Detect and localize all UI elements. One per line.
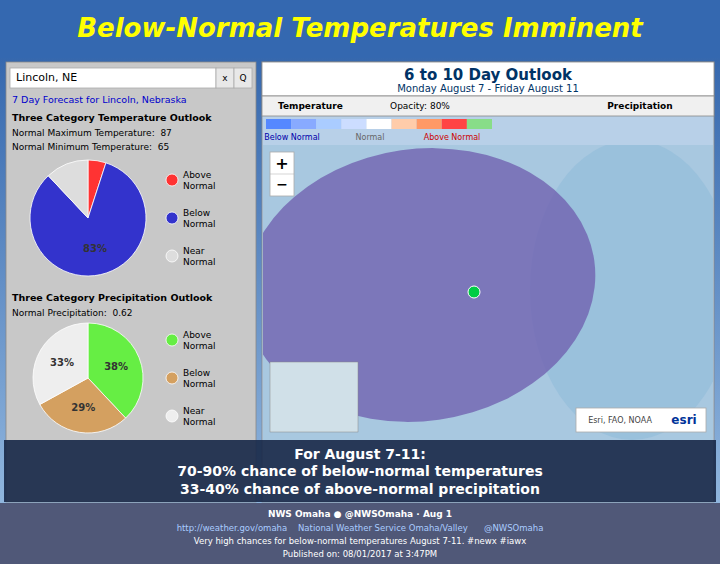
pie-stat: Normal Maximum Temperature: 87 <box>12 128 172 138</box>
legend-label-line: Above <box>183 170 212 180</box>
legend-label-line: Normal <box>183 219 216 229</box>
info-line: 33-40% chance of above-normal precipitat… <box>180 481 540 497</box>
scale-swatch <box>417 119 442 129</box>
scale-swatch <box>392 119 417 129</box>
location-pin <box>468 286 480 298</box>
scale-swatch <box>366 119 391 129</box>
legend-label: NearNormal <box>183 246 216 267</box>
search-button[interactable] <box>234 68 252 88</box>
page: Below-Normal Temperatures Imminent Lincol… <box>0 0 720 564</box>
map-subtitle: Monday August 7 - Friday August 11 <box>397 83 579 94</box>
pie-slice <box>48 160 88 218</box>
search-button-label[interactable]: Q <box>239 73 246 83</box>
data-label: 29% <box>71 402 95 413</box>
scale-swatch <box>467 119 492 129</box>
pie-slice <box>33 323 88 404</box>
legend-label: AboveNormal <box>183 170 216 191</box>
legend-label-line: Above <box>183 330 212 340</box>
map-header <box>262 62 714 96</box>
legend-label-line: Normal <box>183 379 216 389</box>
legend-label: BelowNormal <box>183 368 216 389</box>
legend-label-line: Below <box>183 368 210 378</box>
legend-label: NearNormal <box>183 406 216 427</box>
title: Below-Normal Temperatures Imminent <box>77 13 644 43</box>
footer-line: NWS Omaha ● @NWSOmaha · Aug 1 <box>268 509 452 519</box>
footer-line: Very high chances for below-normal tempe… <box>194 536 526 546</box>
search-text: Lincoln, NE <box>16 71 77 84</box>
forecast-link[interactable]: 7 Day Forecast for Lincoln, Nebraska <box>12 94 187 105</box>
toolbar-item[interactable]: Opacity: 80% <box>390 101 450 111</box>
pie-title: Three Category Temperature Outlook <box>12 112 212 123</box>
legend-label: BelowNormal <box>183 208 216 229</box>
info-line: For August 7-11: <box>294 446 426 462</box>
search-box[interactable] <box>10 68 216 88</box>
toolbar-item[interactable]: Temperature <box>278 101 343 111</box>
pie-title: Three Category Precipitation Outlook <box>12 292 213 303</box>
legend-label-line: Near <box>183 246 205 256</box>
info-line: 70-90% chance of below-normal temperatur… <box>177 463 543 479</box>
legend-label: AboveNormal <box>183 330 216 351</box>
pie-slices <box>33 323 143 433</box>
footer-line: Published on: 08/01/2017 at 3:47PM <box>283 549 437 559</box>
data-label: 83% <box>83 243 107 254</box>
legend-swatch <box>166 250 178 262</box>
legend-swatch <box>166 212 178 224</box>
zoom-divider <box>270 174 294 175</box>
scale-label: Below Normal <box>264 133 320 142</box>
pie: 38% 29% 33% <box>33 323 143 433</box>
attribution-logo: esri <box>671 413 696 427</box>
legend-swatch <box>166 410 178 422</box>
info-box <box>4 440 716 502</box>
zoom-out[interactable]: − <box>276 176 288 192</box>
footer-line: http://weather.gov/omaha National Weathe… <box>177 523 544 533</box>
data-label: 38% <box>104 361 128 372</box>
legend-swatch <box>166 174 178 186</box>
pie-slices <box>30 160 146 276</box>
legend-label-line: Below <box>183 208 210 218</box>
attribution-box <box>576 408 706 432</box>
footer <box>0 503 720 564</box>
scale-label: Normal <box>356 133 385 142</box>
inset-map <box>270 362 358 432</box>
scale-swatch <box>316 119 341 129</box>
map <box>263 145 713 440</box>
legend-label-line: Near <box>183 406 205 416</box>
clear-button-label[interactable]: x <box>222 73 228 83</box>
legend-label-line: Normal <box>183 341 216 351</box>
map-region <box>263 145 613 440</box>
scale-swatch <box>266 119 291 129</box>
legend-label-line: Normal <box>183 181 216 191</box>
clear-button[interactable] <box>216 68 234 88</box>
pie-stat: Normal Precipitation: 0.62 <box>12 308 132 318</box>
scale-swatch <box>291 119 316 129</box>
pie: 83% <box>30 160 146 276</box>
map-title: 6 to 10 Day Outlook <box>404 66 573 84</box>
map-toolbar <box>262 96 714 116</box>
attribution: Esri, FAO, NOAA <box>588 416 652 425</box>
legend-swatch <box>166 334 178 346</box>
legend-label-line: Normal <box>183 417 216 427</box>
left-panel <box>6 62 256 502</box>
legend-swatch <box>166 372 178 384</box>
scale-swatch <box>341 119 366 129</box>
title-bar <box>0 0 720 58</box>
legend-label-line: Normal <box>183 257 216 267</box>
pie-stat: Normal Minimum Temperature: 65 <box>12 142 169 152</box>
scale-label: Above Normal <box>424 133 481 142</box>
zoom-in[interactable]: + <box>275 154 288 173</box>
zoom-control[interactable] <box>270 152 294 196</box>
data-label: 33% <box>50 357 74 368</box>
toolbar-item[interactable]: Precipitation <box>607 101 672 111</box>
scale-swatch <box>442 119 467 129</box>
